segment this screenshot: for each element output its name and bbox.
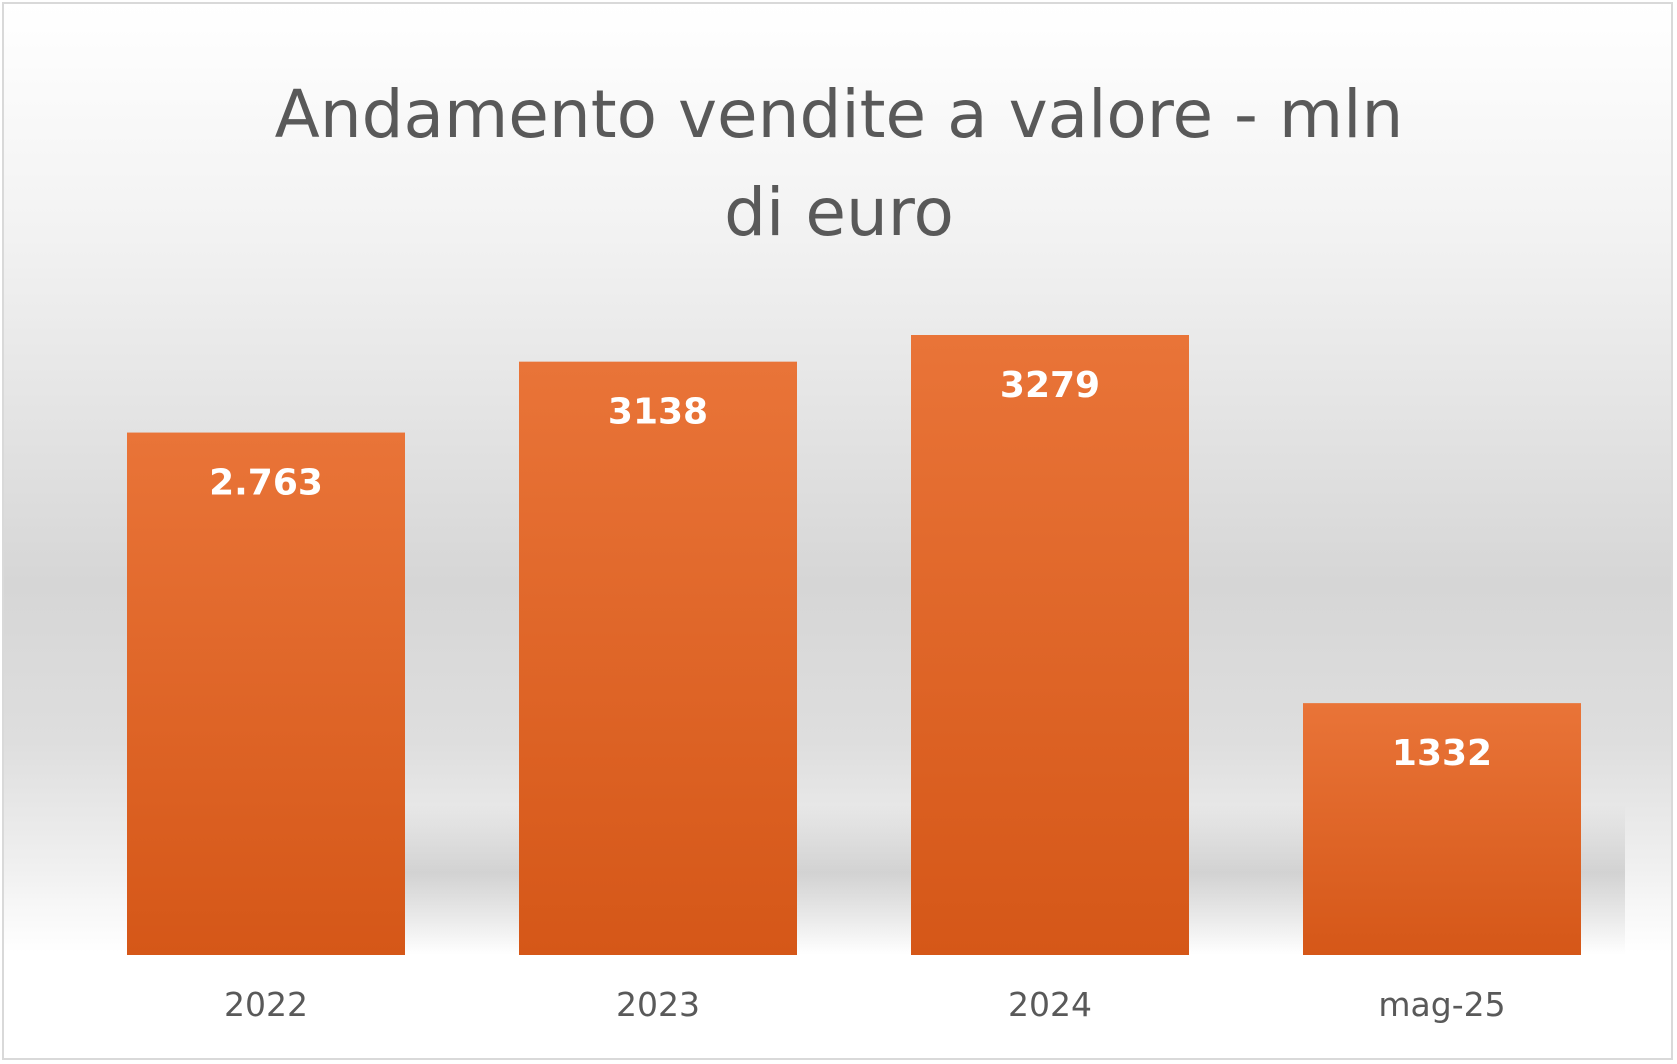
data-label-2022: 2.763 <box>209 463 323 504</box>
bar-2022 <box>127 432 405 955</box>
x-tick-label-2022: 2022 <box>224 985 308 1024</box>
bar-mag-25 <box>1303 703 1581 955</box>
x-axis-ticks: 2022 2023 2024 mag-25 <box>224 985 1506 1024</box>
x-tick-label-mag-25: mag-25 <box>1378 985 1505 1024</box>
bar-2024 <box>911 335 1189 955</box>
bar-layer <box>127 335 1581 956</box>
data-label-mag-25: 1332 <box>1392 733 1492 774</box>
x-tick-label-2024: 2024 <box>1008 985 1092 1024</box>
bar-2023 <box>519 361 797 956</box>
chart-title: Andamento vendite a valore - mln di euro <box>274 76 1404 251</box>
x-tick-label-2023: 2023 <box>616 985 700 1024</box>
data-label-2023: 3138 <box>608 392 708 433</box>
data-label-layer: 2.763 3138 3279 1332 <box>209 365 1492 774</box>
data-label-2024: 3279 <box>1000 365 1100 406</box>
